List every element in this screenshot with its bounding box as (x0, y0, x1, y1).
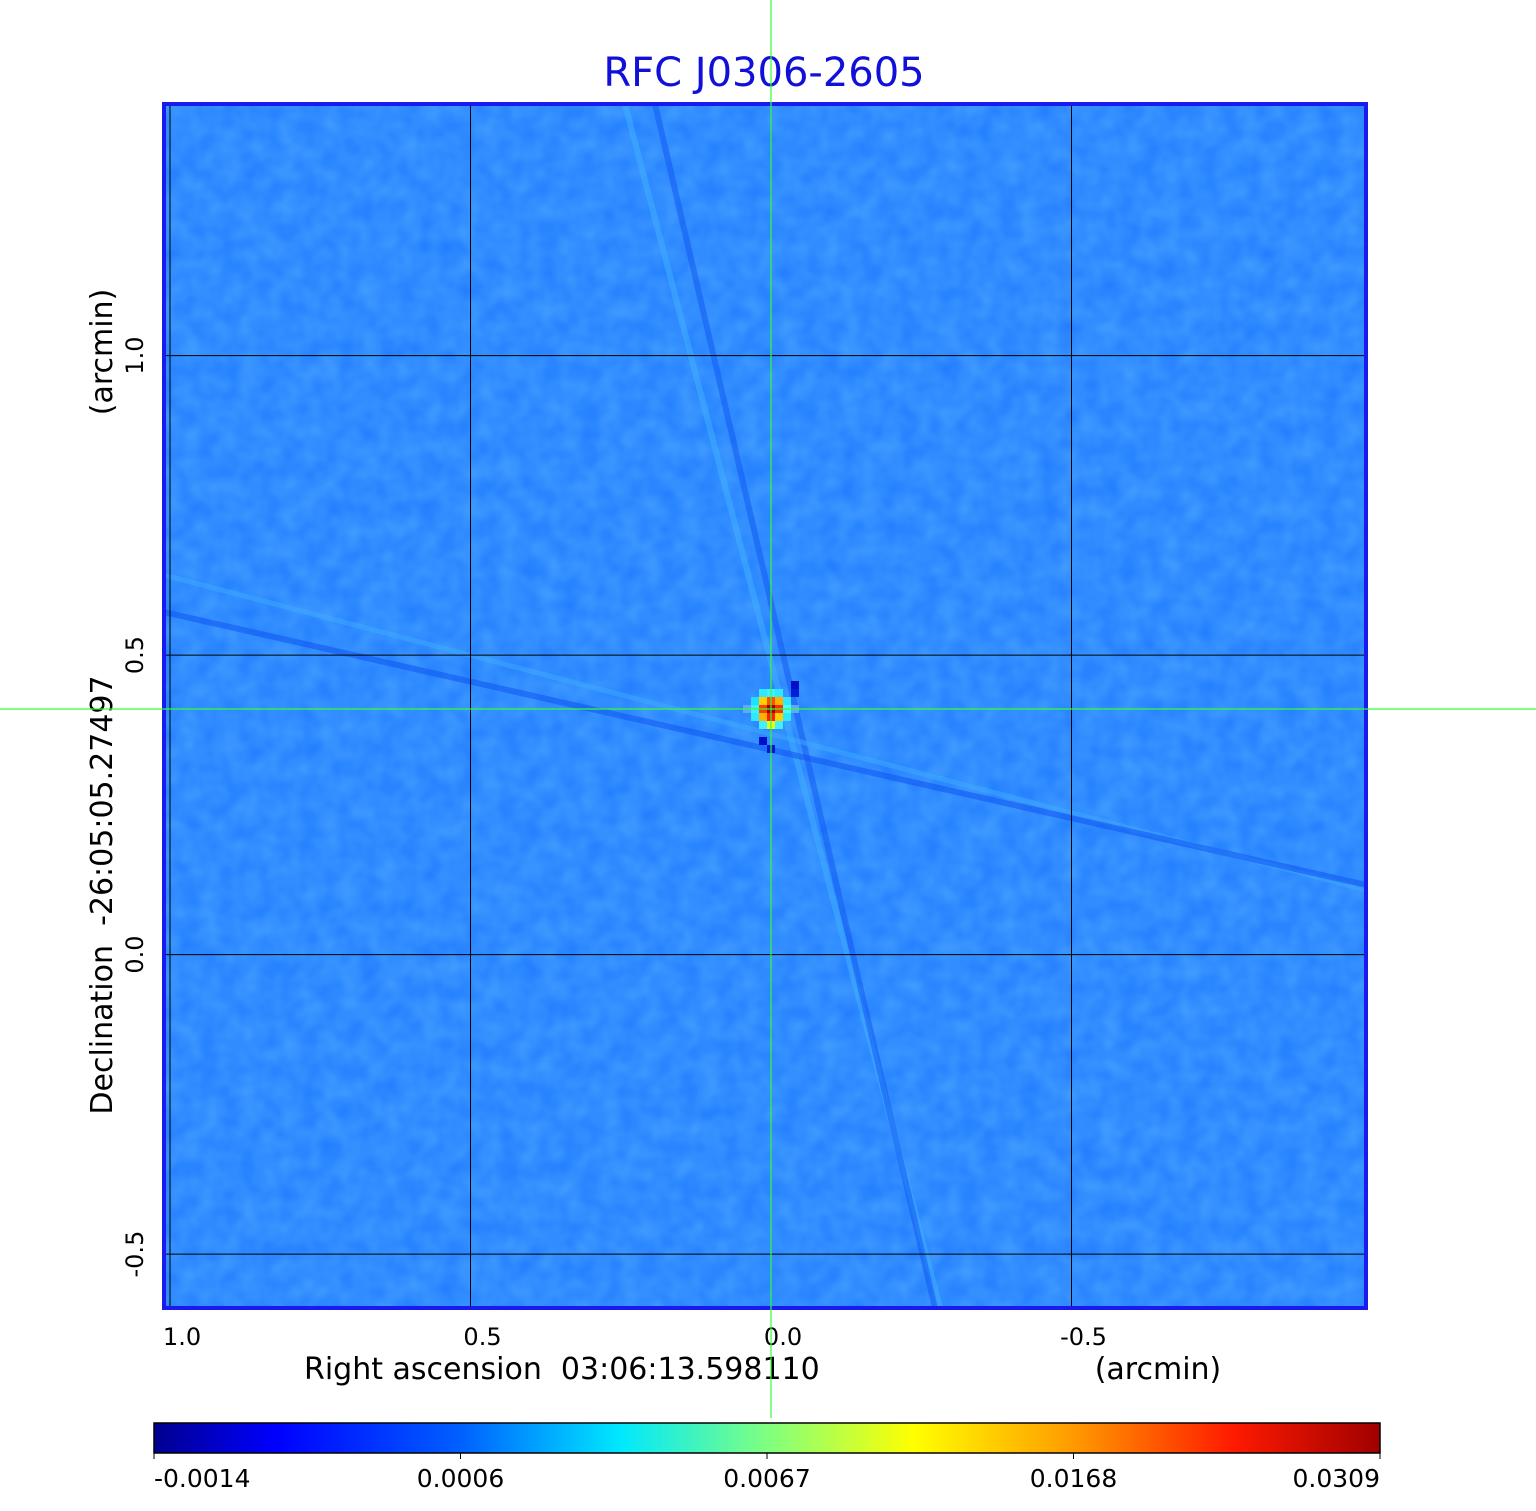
y-tick-label-2: 0.0 (121, 936, 149, 974)
y-axis-label: Declination -26:05:05.27497 (85, 675, 120, 1114)
x-tick-label-2: 0.0 (764, 1323, 802, 1351)
plot-frame (162, 102, 1368, 1310)
x-axis-label: Right ascension 03:06:13.598110 (304, 1352, 820, 1387)
peak-pixel-13 (775, 688, 784, 697)
peak-pixel-14 (775, 696, 784, 705)
peak-pixel-23 (791, 680, 800, 689)
y-tick-labels: 1.0 0.5 0.0 -0.5 (121, 336, 149, 1277)
colorbar-tick-label-4: 0.0309 (1293, 1464, 1380, 1493)
peak-pixel-16 (775, 712, 784, 721)
x-tick-label-3: -0.5 (1060, 1323, 1107, 1351)
crosshair (0, 0, 1536, 1418)
colorbar: -0.0014 0.0006 0.0067 0.0168 0.0309 (153, 1422, 1381, 1493)
y-tick-label-3: -0.5 (121, 1231, 149, 1278)
x-tick-labels: 1.0 0.5 0.0 -0.5 (163, 1323, 1107, 1351)
colorbar-ticks: -0.0014 0.0006 0.0067 0.0168 0.0309 (153, 1453, 1381, 1493)
peak-pixel-24 (791, 688, 800, 697)
x-tick-label-1: 0.5 (463, 1323, 501, 1351)
chart-title: RFC J0306-2605 (603, 50, 924, 96)
peak-pixel-20 (783, 712, 792, 721)
x-tick-label-0: 1.0 (163, 1323, 201, 1351)
y-tick-label-1: 0.5 (121, 636, 149, 674)
colorbar-tick-label-1: 0.0006 (417, 1464, 504, 1493)
peak-pixel-3 (759, 688, 768, 697)
sidelobe-streak-dark-2 (164, 609, 1366, 888)
peak-pixel-18 (783, 696, 792, 705)
y-axis-unit: (arcmin) (85, 289, 120, 416)
peak-pixel-4 (759, 696, 768, 705)
peak-pixel-17 (775, 720, 784, 729)
y-tick-label-0: 1.0 (121, 336, 149, 374)
peak-pixel-6 (759, 712, 768, 721)
peak-pixel-0 (751, 696, 760, 705)
x-axis-unit: (arcmin) (1095, 1352, 1222, 1387)
colorbar-tick-label-2: 0.0067 (723, 1464, 810, 1493)
colorbar-tick-label-0: -0.0014 (154, 1464, 251, 1493)
peak-pixel-7 (759, 720, 768, 729)
colorbar-tick-label-3: 0.0168 (1030, 1464, 1117, 1493)
plot-area (164, 104, 1366, 1308)
peak-pixel-2 (751, 712, 760, 721)
colorbar-gradient (153, 1422, 1381, 1454)
peak-pixel-25 (759, 736, 768, 745)
